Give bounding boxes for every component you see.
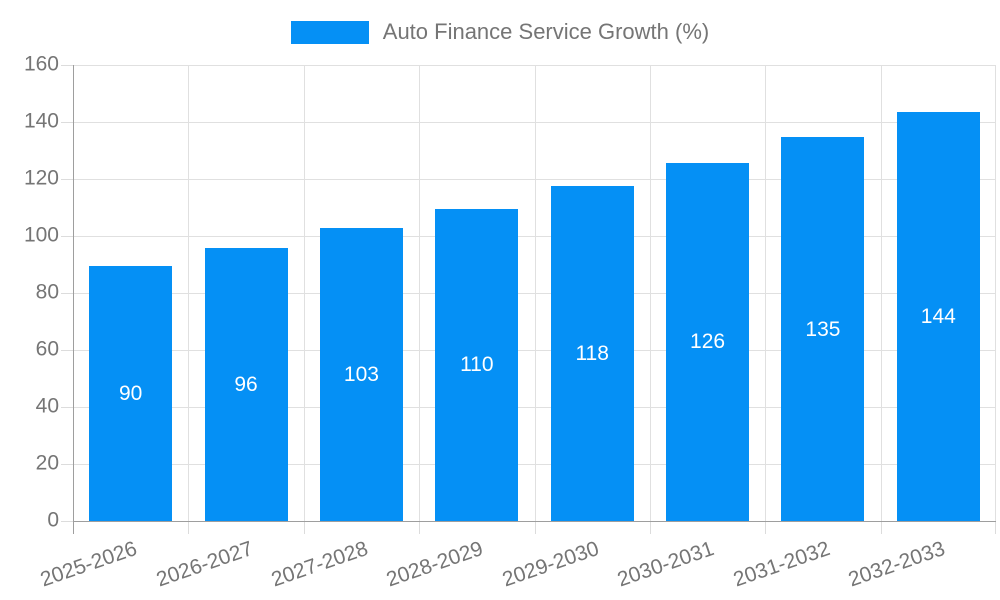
legend-swatch — [290, 20, 369, 44]
x-gridline — [419, 65, 421, 522]
x-axis-tick-label: 2031-2032 — [729, 537, 833, 592]
bar-value-label: 144 — [920, 304, 956, 328]
bar: 110 — [435, 208, 519, 522]
bar: 144 — [896, 111, 980, 522]
x-gridline — [880, 65, 882, 522]
x-axis-tick-label: 2026-2027 — [153, 537, 256, 592]
x-axis-tick-label: 2032-2033 — [845, 537, 948, 592]
bar: 103 — [319, 228, 403, 522]
y-tick — [61, 464, 73, 465]
y-tick — [61, 350, 73, 351]
x-tick — [188, 522, 190, 534]
x-tick — [995, 522, 996, 534]
x-tick — [765, 522, 767, 534]
bar: 135 — [781, 137, 865, 522]
bar: 118 — [550, 185, 634, 522]
bar-value-label: 135 — [805, 317, 841, 341]
y-axis-line — [73, 65, 74, 534]
y-tick — [61, 65, 73, 66]
x-gridline — [188, 65, 190, 522]
y-axis-tick-label: 20 — [35, 451, 59, 475]
bar-value-label: 126 — [690, 330, 726, 354]
x-tick — [649, 522, 651, 534]
bar: 90 — [89, 265, 173, 522]
y-axis-tick-label: 120 — [23, 166, 59, 190]
x-tick — [534, 522, 536, 534]
y-axis-tick-label: 100 — [23, 223, 59, 247]
x-axis-tick-label: 2027-2028 — [268, 537, 371, 592]
legend-label: Auto Finance Service Growth (%) — [382, 19, 710, 44]
y-axis-tick-label: 40 — [35, 394, 59, 418]
x-gridline — [534, 65, 536, 522]
bar-value-label: 90 — [119, 381, 143, 405]
y-tick — [61, 407, 73, 408]
x-gridline — [303, 65, 305, 522]
y-axis-tick-label: 140 — [23, 109, 59, 133]
x-gridline — [649, 65, 651, 522]
y-tick — [61, 122, 73, 123]
x-axis-line — [73, 521, 996, 522]
y-tick — [61, 236, 73, 237]
y-axis-tick-label: 80 — [35, 280, 59, 304]
x-tick — [419, 522, 421, 534]
bar-value-label: 118 — [575, 341, 609, 365]
x-gridline — [995, 65, 996, 522]
y-axis-tick-label: 160 — [23, 52, 59, 76]
bar-value-label: 96 — [234, 373, 258, 397]
y-axis-tick-label: 0 — [47, 508, 59, 532]
x-tick — [880, 522, 882, 534]
bar-value-label: 110 — [460, 353, 494, 377]
x-axis-tick-label: 2029-2030 — [499, 537, 602, 592]
y-tick — [61, 521, 73, 522]
legend: Auto Finance Service Growth (%) — [0, 19, 1000, 45]
x-gridline — [765, 65, 767, 522]
x-axis-tick-label: 2028-2029 — [383, 537, 487, 592]
x-axis-tick-label: 2025-2026 — [37, 537, 141, 592]
x-axis-tick-label: 2030-2031 — [614, 537, 718, 592]
plot-area: 0 20 40 60 80 100 120 140 160 90 2025-2026 96 2026-2… — [24, 53, 996, 591]
y-tick — [61, 179, 73, 180]
bar: 96 — [204, 248, 288, 522]
y-tick — [61, 293, 73, 294]
bar-value-label: 103 — [343, 363, 379, 387]
x-tick — [303, 522, 305, 534]
bar: 126 — [666, 162, 750, 522]
y-axis-tick-label: 60 — [35, 337, 59, 361]
